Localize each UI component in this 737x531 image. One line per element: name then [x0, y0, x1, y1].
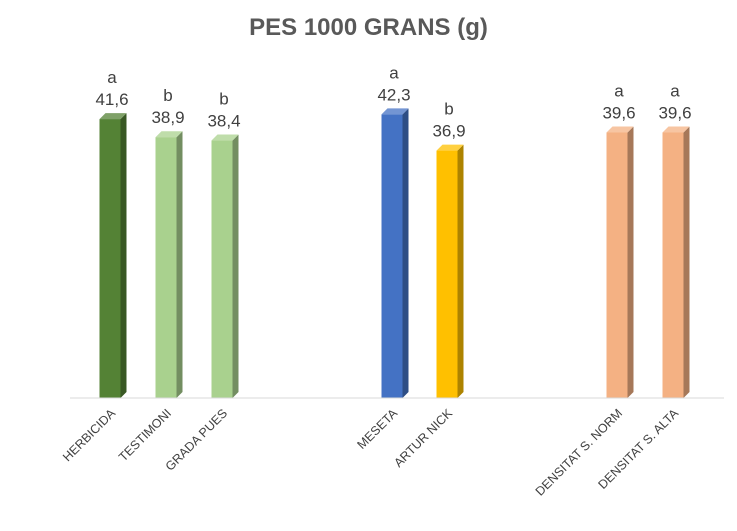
- bar-front: [211, 140, 233, 398]
- bar-top: [155, 131, 183, 138]
- value-label: 42,3: [377, 85, 410, 104]
- category-label: ARTUR NICK: [391, 406, 455, 470]
- bar-side: [627, 126, 634, 398]
- bar-top: [99, 113, 127, 120]
- bar-side: [120, 113, 127, 398]
- value-label: 36,9: [432, 122, 465, 141]
- bar-side: [683, 126, 690, 398]
- bar-front: [99, 119, 121, 398]
- bar-top: [606, 126, 634, 133]
- bar-7: [662, 126, 690, 398]
- significance-label: b: [163, 86, 172, 105]
- bar-top: [211, 134, 239, 141]
- value-label: 41,6: [95, 90, 128, 109]
- bar-4: [381, 108, 409, 398]
- bar-top: [662, 126, 690, 133]
- category-label: TESTIMONI: [116, 406, 174, 464]
- significance-label: a: [670, 82, 680, 101]
- value-label: 38,4: [207, 112, 240, 131]
- bar-top: [436, 144, 464, 151]
- bar-side: [457, 144, 464, 398]
- value-label: 39,6: [602, 104, 635, 123]
- bar-5: [436, 144, 464, 398]
- significance-label: a: [389, 63, 399, 82]
- value-label: 39,6: [658, 104, 691, 123]
- bar-side: [402, 108, 409, 398]
- bar-top: [381, 108, 409, 115]
- bar-side: [232, 134, 239, 398]
- bar-front: [381, 114, 403, 398]
- bar-side: [176, 131, 183, 398]
- bar-front: [606, 132, 628, 398]
- bar-6: [606, 126, 634, 398]
- bar-front: [662, 132, 684, 398]
- bar-1: [99, 113, 127, 398]
- significance-label: a: [614, 82, 624, 101]
- value-label: 38,9: [151, 108, 184, 127]
- bar-2: [155, 131, 183, 398]
- significance-label: a: [107, 68, 117, 87]
- bar-3: [211, 134, 239, 398]
- significance-label: b: [444, 100, 453, 119]
- bar-front: [155, 137, 177, 398]
- chart-title: PES 1000 GRANS (g): [249, 14, 488, 41]
- category-label: HERBICIDA: [60, 406, 118, 464]
- bar-front: [436, 150, 458, 398]
- category-label: MESETA: [355, 406, 401, 452]
- significance-label: b: [219, 90, 228, 109]
